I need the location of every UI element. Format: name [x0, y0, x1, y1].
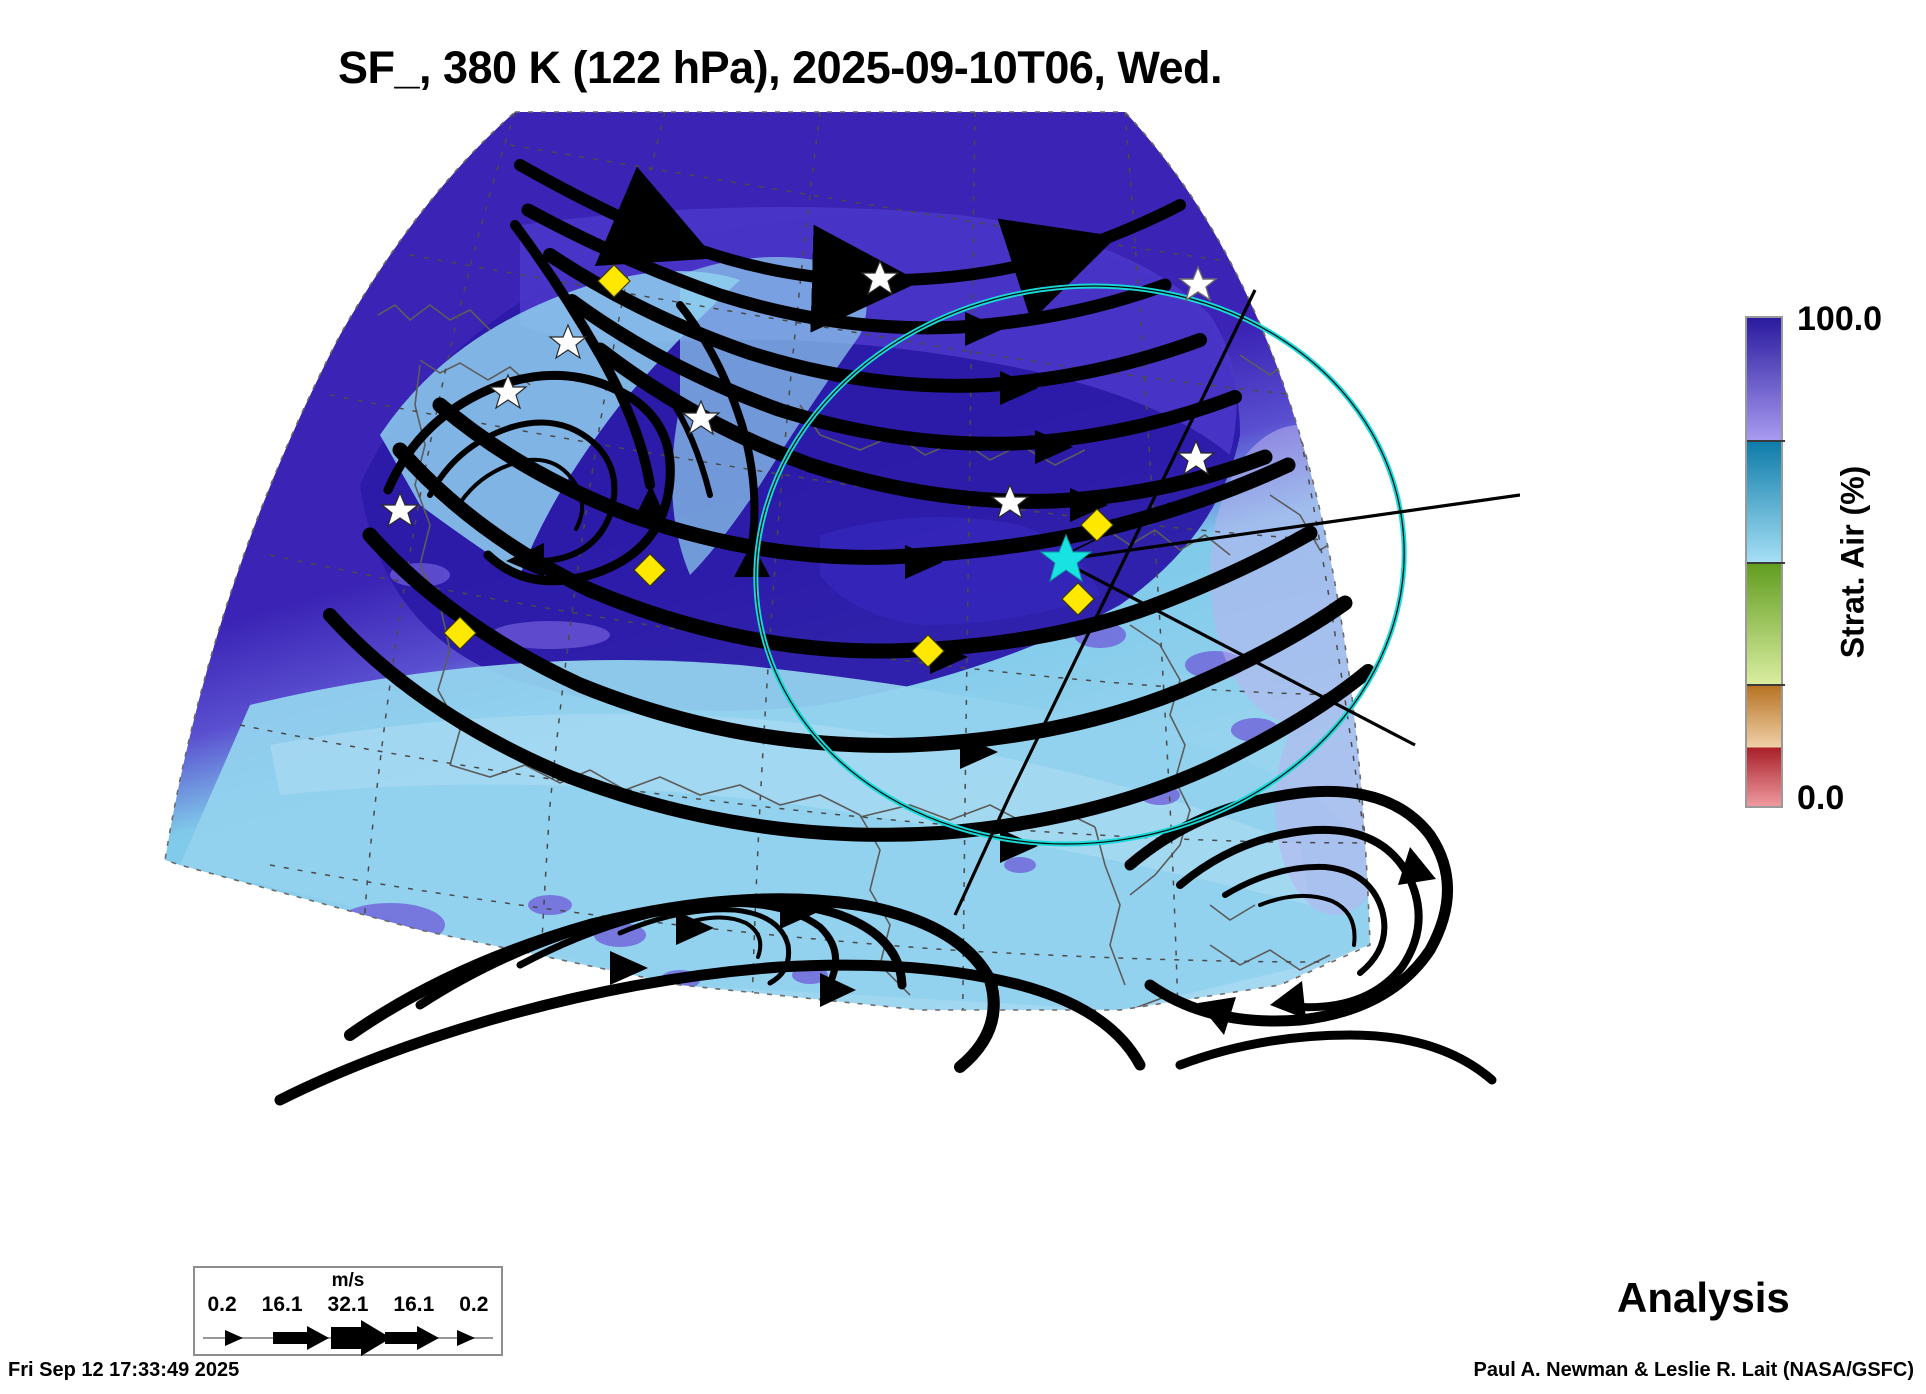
wind-tick-4: 0.2: [459, 1293, 489, 1316]
credit-footer: Paul A. Newman & Leslie R. Lait (NASA/GS…: [1473, 1359, 1914, 1381]
cyan-star-marker: [1039, 533, 1093, 583]
wind-tick-0: 0.2: [207, 1293, 237, 1316]
wind-tick-3: 16.1: [393, 1293, 435, 1316]
colorbar-tick: [1747, 562, 1785, 564]
station-markers: [380, 259, 1218, 668]
wind-units-label: m/s: [331, 1270, 365, 1291]
colorbar: 100.0 0.0 Strat. Air (%): [1745, 300, 1920, 817]
wind-streamlines: [274, 159, 1497, 1106]
wind-scale-arrow-icon: [203, 1320, 493, 1356]
colorbar-min-label: 0.0: [1797, 779, 1845, 817]
wind-tick-2: 32.1: [327, 1293, 369, 1316]
streamline-arrowheads: [506, 265, 1436, 1035]
colorbar-gradient: [1745, 316, 1785, 808]
colorbar-tick: [1747, 684, 1785, 686]
wind-scale-legend: m/s 0.2 16.1 32.1 16.1 0.2: [193, 1266, 503, 1356]
analysis-label: Analysis: [1617, 1274, 1790, 1321]
map-plot-area: [120, 105, 1520, 1115]
colorbar-max-label: 100.0: [1797, 300, 1883, 338]
flight-track-lines: [953, 289, 1520, 916]
colorbar-axis-label: Strat. Air (%): [1834, 465, 1871, 659]
white-star-marker-outline: [1178, 265, 1218, 302]
colorbar-tick: [1747, 440, 1785, 442]
page-title: SF_, 380 K (122 hPa), 2025-09-10T06, Wed…: [337, 42, 1223, 93]
white-star-marker: [380, 259, 1216, 528]
wind-tick-1: 16.1: [261, 1293, 303, 1316]
map-boundary: [164, 111, 1371, 1011]
yellow-diamond-marker: [443, 264, 1114, 668]
timestamp-footer: Fri Sep 12 17:33:49 2025: [8, 1359, 240, 1381]
flight-range-circle-outline: [755, 285, 1405, 845]
wind-tick-labels: 0.2 16.1 32.1 16.1 0.2: [195, 1293, 501, 1317]
